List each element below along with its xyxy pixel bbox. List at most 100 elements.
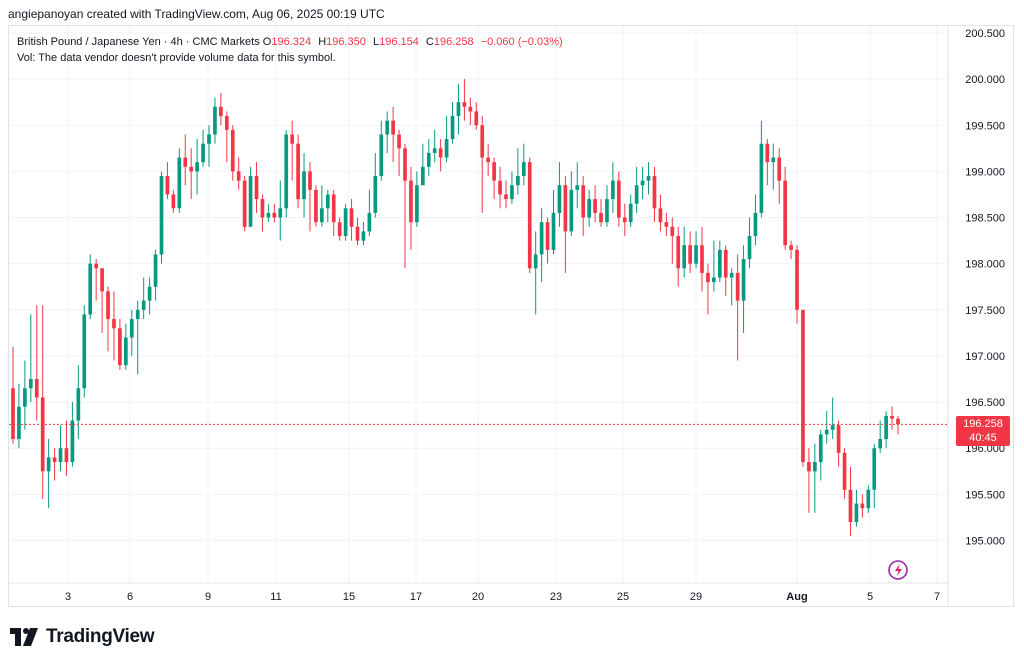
- candle[interactable]: [652, 166, 657, 223]
- candle[interactable]: [527, 157, 532, 273]
- candle[interactable]: [129, 309, 134, 356]
- candle[interactable]: [118, 319, 122, 370]
- candle[interactable]: [224, 111, 229, 163]
- candle[interactable]: [516, 148, 520, 195]
- candle[interactable]: [664, 212, 669, 236]
- candle[interactable]: [771, 143, 776, 190]
- candle[interactable]: [717, 240, 722, 283]
- candle[interactable]: [474, 102, 479, 130]
- candle[interactable]: [349, 199, 354, 241]
- candle[interactable]: [539, 208, 544, 283]
- candle[interactable]: [444, 116, 449, 163]
- candle[interactable]: [254, 162, 259, 213]
- candle[interactable]: [373, 152, 378, 218]
- candle[interactable]: [52, 448, 57, 481]
- candle[interactable]: [510, 171, 514, 204]
- candle[interactable]: [747, 217, 752, 269]
- candle[interactable]: [866, 485, 871, 513]
- candle[interactable]: [545, 217, 550, 264]
- candle[interactable]: [58, 425, 63, 472]
- candle[interactable]: [272, 203, 277, 223]
- candle[interactable]: [432, 129, 437, 163]
- candle[interactable]: [183, 134, 188, 186]
- candle[interactable]: [314, 185, 318, 227]
- candle[interactable]: [694, 231, 698, 269]
- candle[interactable]: [76, 365, 81, 439]
- candle[interactable]: [124, 323, 128, 370]
- candle[interactable]: [397, 129, 401, 177]
- candle[interactable]: [700, 226, 704, 292]
- candle[interactable]: [563, 176, 568, 273]
- candle[interactable]: [230, 125, 235, 181]
- candle[interactable]: [605, 185, 609, 227]
- candle[interactable]: [854, 489, 859, 527]
- candle[interactable]: [266, 203, 271, 223]
- candle[interactable]: [28, 314, 33, 403]
- candle[interactable]: [88, 254, 93, 320]
- candle[interactable]: [777, 148, 782, 204]
- candle[interactable]: [290, 120, 295, 181]
- candle[interactable]: [789, 240, 793, 260]
- candle[interactable]: [23, 360, 27, 430]
- chart-frame[interactable]: [8, 25, 1014, 607]
- candle[interactable]: [284, 129, 289, 218]
- candle[interactable]: [201, 129, 205, 167]
- candle[interactable]: [688, 231, 692, 273]
- candle[interactable]: [611, 162, 615, 213]
- candle[interactable]: [878, 420, 883, 453]
- candle[interactable]: [468, 97, 473, 126]
- candle[interactable]: [207, 125, 211, 167]
- candle[interactable]: [765, 139, 770, 186]
- candle[interactable]: [64, 420, 69, 476]
- candle[interactable]: [486, 143, 491, 177]
- candle[interactable]: [759, 120, 764, 218]
- candle[interactable]: [462, 79, 467, 121]
- candle[interactable]: [409, 166, 413, 250]
- candle[interactable]: [795, 245, 799, 324]
- candle[interactable]: [872, 443, 877, 509]
- candle[interactable]: [890, 406, 894, 430]
- candle[interactable]: [712, 240, 716, 292]
- candle[interactable]: [296, 134, 300, 209]
- candle[interactable]: [415, 171, 419, 227]
- candle[interactable]: [165, 162, 170, 200]
- candle[interactable]: [171, 189, 176, 213]
- candle[interactable]: [581, 176, 586, 236]
- candle[interactable]: [575, 162, 580, 209]
- candle[interactable]: [248, 166, 253, 227]
- candle[interactable]: [628, 194, 633, 227]
- candle[interactable]: [189, 148, 194, 200]
- candle[interactable]: [355, 217, 360, 246]
- candle[interactable]: [706, 263, 710, 315]
- candle[interactable]: [818, 429, 823, 481]
- candle[interactable]: [498, 166, 502, 209]
- candle[interactable]: [557, 162, 562, 227]
- candle[interactable]: [325, 189, 330, 223]
- candle[interactable]: [587, 189, 591, 227]
- candle[interactable]: [842, 448, 847, 499]
- candle[interactable]: [159, 171, 164, 264]
- candle[interactable]: [11, 346, 15, 444]
- candle[interactable]: [112, 291, 116, 361]
- candle[interactable]: [331, 189, 336, 236]
- candle[interactable]: [153, 249, 158, 301]
- candle[interactable]: [640, 166, 645, 200]
- candle[interactable]: [17, 383, 21, 449]
- candle[interactable]: [236, 157, 241, 190]
- candle[interactable]: [729, 268, 734, 306]
- candle[interactable]: [302, 152, 306, 218]
- candle[interactable]: [147, 277, 152, 315]
- candle[interactable]: [177, 148, 182, 213]
- candle[interactable]: [141, 277, 146, 320]
- candle[interactable]: [813, 443, 817, 513]
- candle[interactable]: [848, 466, 853, 536]
- alert-icon[interactable]: [888, 560, 908, 580]
- candle[interactable]: [682, 226, 687, 278]
- candle[interactable]: [420, 143, 425, 186]
- candle[interactable]: [783, 166, 787, 250]
- symbol-name[interactable]: British Pound / Japanese Yen · 4h · CMC …: [17, 36, 260, 48]
- candle[interactable]: [70, 402, 75, 467]
- candle[interactable]: [753, 194, 758, 246]
- candle[interactable]: [658, 194, 663, 232]
